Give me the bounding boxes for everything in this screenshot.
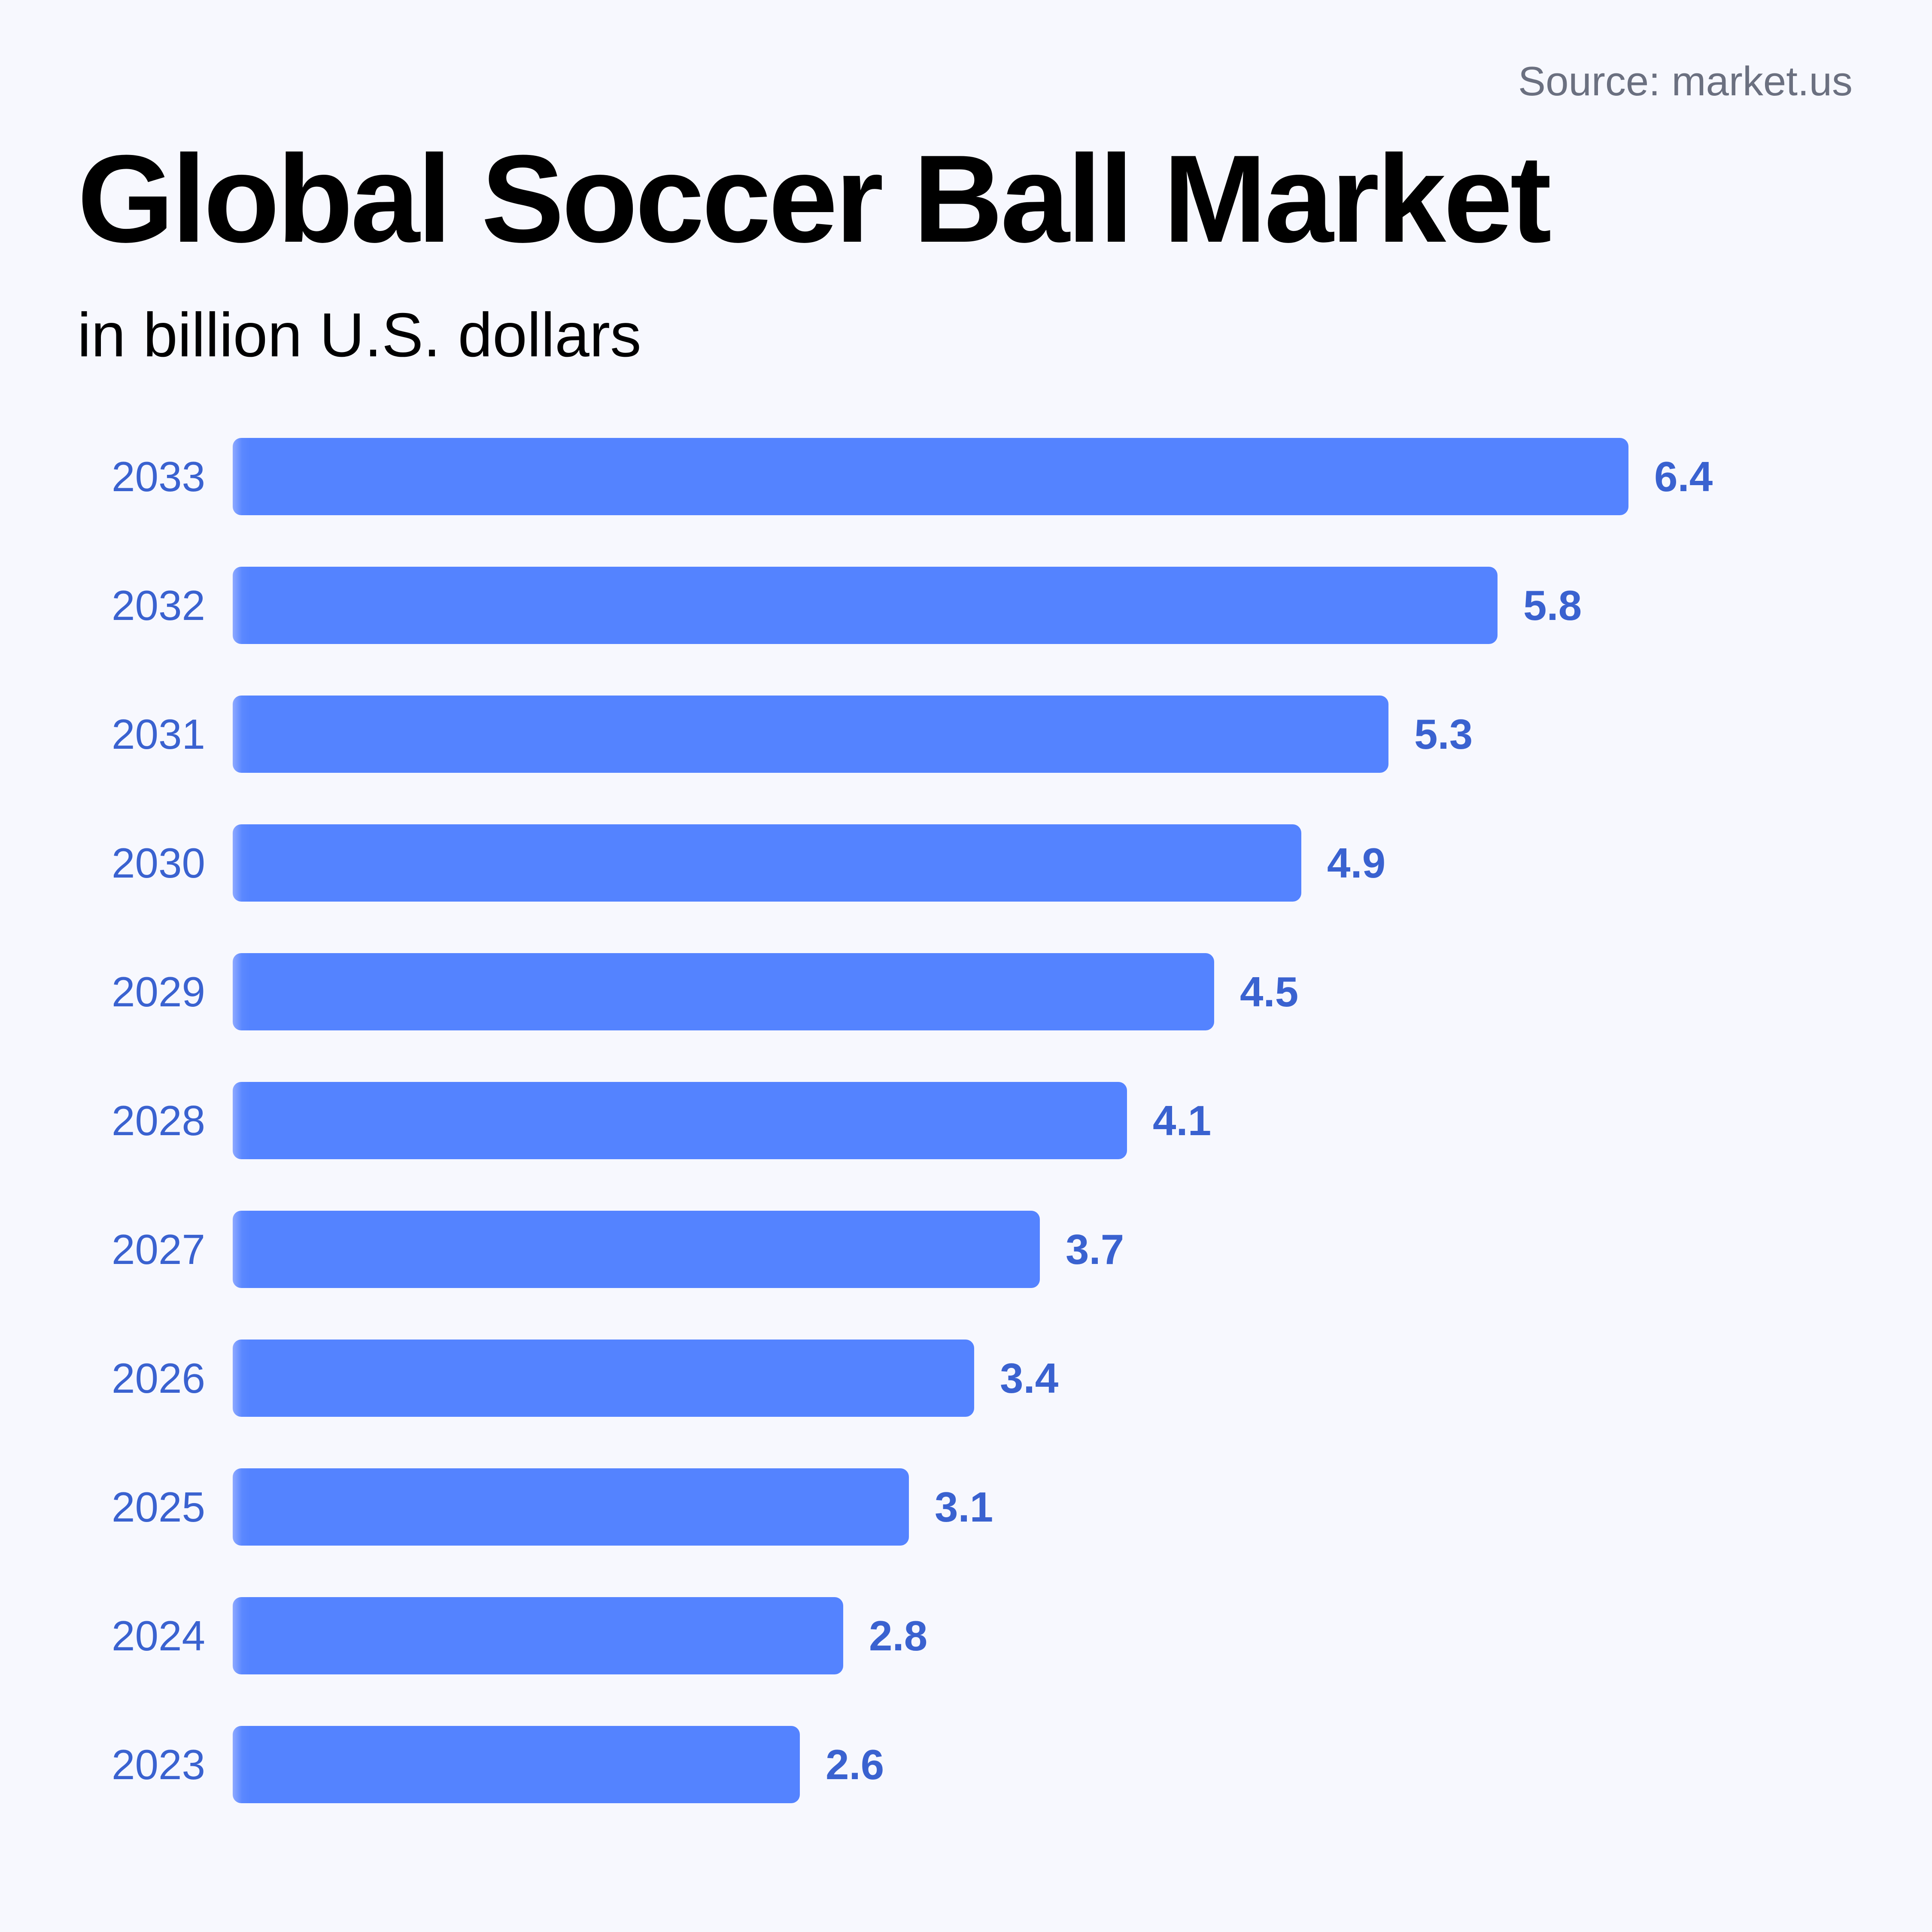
year-label: 2029 [111,968,205,1015]
year-label: 2028 [111,1097,205,1144]
bar [233,1726,800,1803]
bar [233,1468,909,1546]
bar-row: 2027 3.7 [0,1211,1932,1288]
bar-row: 2032 5.8 [0,567,1932,644]
value-label: 5.3 [1414,711,1473,758]
value-label: 4.9 [1327,839,1386,887]
bar [233,953,1214,1030]
chart-title: Global Soccer Ball Market [77,129,1552,268]
bar-row: 2030 4.9 [0,824,1932,902]
year-label: 2032 [111,582,205,629]
bar [233,438,1628,515]
year-label: 2024 [111,1612,205,1659]
bar-row: 2026 3.4 [0,1340,1932,1417]
bar-row: 2023 2.6 [0,1726,1932,1803]
value-label: 3.4 [1000,1355,1059,1402]
year-label: 2031 [111,711,205,758]
value-label: 3.7 [1066,1226,1124,1273]
chart-subtitle: in billion U.S. dollars [77,300,641,370]
value-label: 2.8 [869,1612,928,1659]
year-label: 2025 [111,1483,205,1531]
value-label: 6.4 [1654,453,1713,500]
year-label: 2026 [111,1355,205,1402]
value-label: 4.5 [1240,968,1299,1015]
bar [233,1340,974,1417]
value-label: 3.1 [935,1483,993,1531]
bar-row: 2031 5.3 [0,696,1932,773]
bar [233,1211,1040,1288]
bar-row: 2029 4.5 [0,953,1932,1030]
bar [233,1082,1127,1159]
bar [233,824,1301,902]
value-label: 5.8 [1523,582,1582,629]
bar-row: 2033 6.4 [0,438,1932,515]
bar [233,696,1388,773]
bar [233,567,1498,644]
year-label: 2023 [111,1741,205,1788]
bar-row: 2028 4.1 [0,1082,1932,1159]
bar-row: 2025 3.1 [0,1468,1932,1546]
source-label: Source: market.us [1518,58,1853,104]
value-label: 2.6 [826,1741,884,1788]
year-label: 2033 [111,453,205,500]
year-label: 2030 [111,839,205,887]
bar [233,1597,843,1674]
bar-row: 2024 2.8 [0,1597,1932,1674]
value-label: 4.1 [1153,1097,1212,1144]
year-label: 2027 [111,1226,205,1273]
